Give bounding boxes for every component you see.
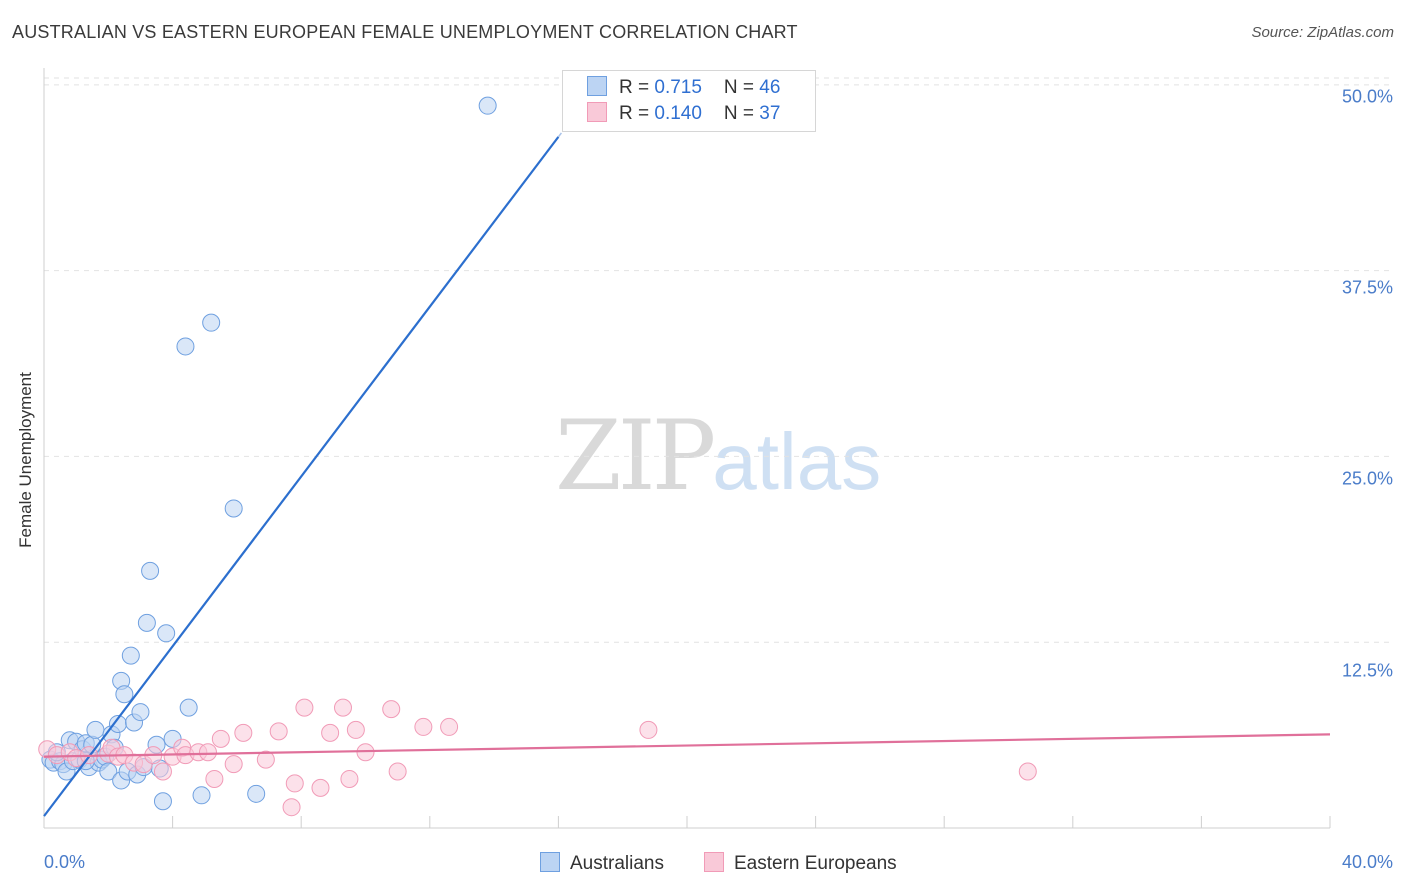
legend-r-label: R = <box>619 77 655 98</box>
x-tick-max: 40.0% <box>1341 852 1393 872</box>
eastern-europeans-point-22 <box>256 750 275 769</box>
eastern-europeans-point-27 <box>311 778 330 797</box>
legend-r-value: 0.140 <box>654 103 702 124</box>
eastern-europeans-point-12 <box>153 762 172 781</box>
eastern-europeans-point-17 <box>198 743 217 762</box>
australians-point-34 <box>153 792 172 811</box>
eastern-europeans-point-20 <box>224 755 243 774</box>
eastern-europeans-point-19 <box>211 729 230 748</box>
zipatlas-watermark: ZIPatlas <box>555 400 881 512</box>
legend-n-value: 46 <box>759 77 781 98</box>
eastern-europeans-point-37 <box>639 720 658 739</box>
australians-point-43 <box>478 96 497 115</box>
y-tick-50: 50.0% <box>1341 86 1393 107</box>
eastern-europeans-point-38 <box>1018 762 1037 781</box>
eastern-europeans-point-21 <box>234 723 253 742</box>
australians-point-30 <box>137 613 156 632</box>
australians-point-13 <box>86 720 105 739</box>
eastern-europeans-trend-line <box>43 733 1331 758</box>
bottom-legend-label-eastern-europeans: Eastern Europeans <box>734 853 897 874</box>
eastern-europeans-point-31 <box>346 720 365 739</box>
source-credit: Source: ZipAtlas.com <box>1251 24 1394 41</box>
bottom-legend-label-australians: Australians <box>570 853 664 874</box>
australians-point-28 <box>131 703 150 722</box>
bottom-legend-swatch-eastern-europeans <box>704 852 724 872</box>
eastern-europeans-point-35 <box>414 717 433 736</box>
bottom-legend-australians: Australians <box>540 852 664 875</box>
y-axis-label: Female Unemployment <box>16 372 35 548</box>
y-tick-12-5: 12.5% <box>1341 660 1393 681</box>
australians-point-42 <box>247 784 266 803</box>
australians-point-37 <box>176 337 195 356</box>
eastern-europeans-point-28 <box>321 723 340 742</box>
eastern-europeans-point-18 <box>205 769 224 788</box>
australians-point-39 <box>192 786 211 805</box>
legend-row-australians: R = 0.715 N = 46 <box>587 76 780 98</box>
eastern-europeans-point-34 <box>388 762 407 781</box>
australians-point-40 <box>202 313 221 332</box>
eastern-europeans-point-25 <box>285 774 304 793</box>
bottom-legend-swatch-australians <box>540 852 560 872</box>
legend-row-eastern-europeans: R = 0.140 N = 37 <box>587 102 780 124</box>
australians-point-25 <box>121 646 140 665</box>
eastern-europeans-point-36 <box>440 717 459 736</box>
legend-n-label: N = <box>723 103 760 124</box>
australians-point-35 <box>157 624 176 643</box>
legend-swatch-australians <box>587 76 607 96</box>
watermark-atlas: atlas <box>712 417 882 506</box>
eastern-europeans-point-29 <box>333 698 352 717</box>
legend-swatch-eastern-europeans <box>587 102 607 122</box>
legend-n-value: 37 <box>759 103 781 124</box>
australians-trend-line <box>43 136 560 817</box>
y-tick-25: 25.0% <box>1341 468 1393 489</box>
legend-r-label: R = <box>619 103 655 124</box>
australians-point-31 <box>141 561 160 580</box>
correlation-legend: R = 0.715 N = 46 R = 0.140 N = 37 <box>562 70 816 132</box>
chart-title: AUSTRALIAN VS EASTERN EUROPEAN FEMALE UN… <box>12 22 798 42</box>
legend-r-value: 0.715 <box>654 77 702 98</box>
y-tick-37-5: 37.5% <box>1341 277 1393 298</box>
eastern-europeans-point-24 <box>282 798 301 817</box>
eastern-europeans-point-23 <box>269 722 288 741</box>
eastern-europeans-point-33 <box>382 700 401 719</box>
australians-point-23 <box>115 685 134 704</box>
australians-point-17 <box>99 762 118 781</box>
australians-point-38 <box>179 698 198 717</box>
x-tick-min: 0.0% <box>44 852 86 872</box>
legend-n-label: N = <box>723 77 760 98</box>
bottom-legend-eastern-europeans: Eastern Europeans <box>704 852 897 875</box>
eastern-europeans-point-30 <box>340 769 359 788</box>
eastern-europeans-point-26 <box>295 698 314 717</box>
australians-point-41 <box>224 499 243 518</box>
